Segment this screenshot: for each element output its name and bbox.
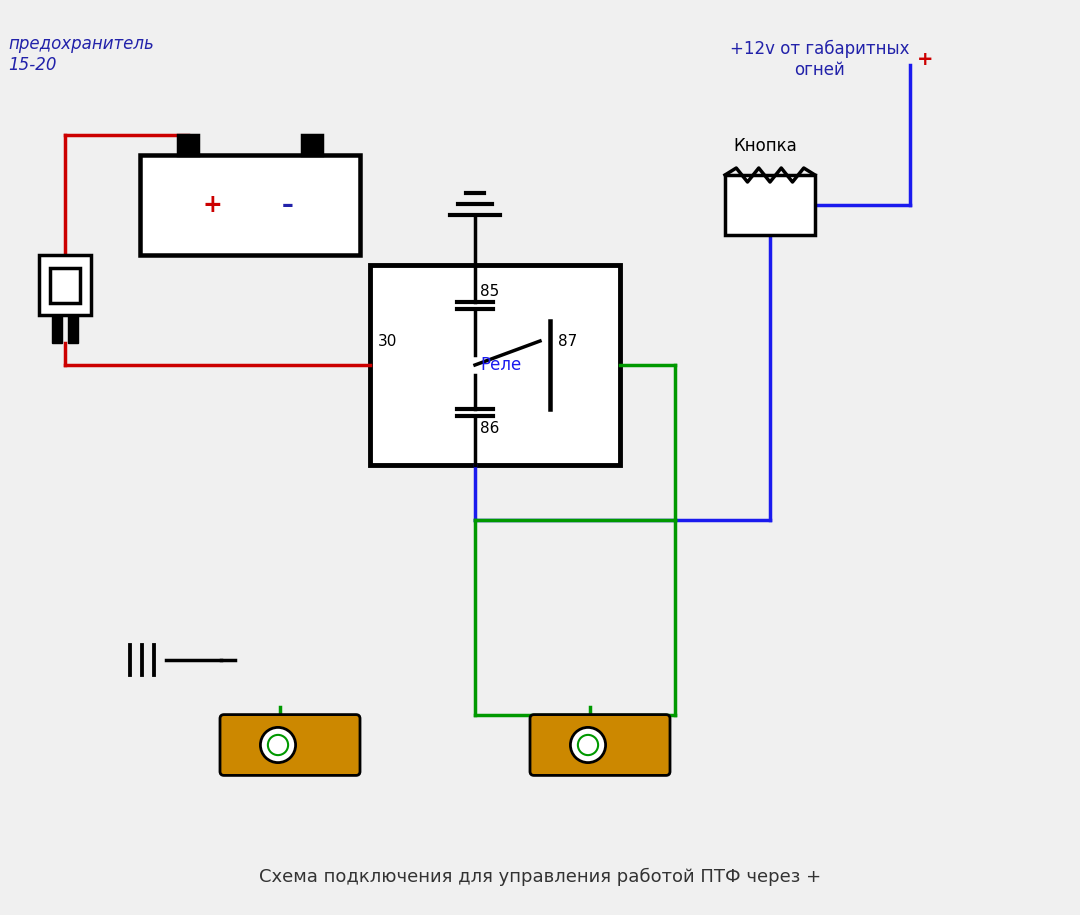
- Text: 87: 87: [558, 333, 577, 349]
- Text: 86: 86: [480, 422, 499, 436]
- Text: Схема подключения для управления работой ПТФ через +: Схема подключения для управления работой…: [259, 867, 821, 886]
- FancyBboxPatch shape: [220, 715, 360, 775]
- Text: +12v от габаритных
огней: +12v от габаритных огней: [730, 40, 909, 79]
- Bar: [50, 267, 80, 303]
- Text: –: –: [282, 193, 294, 217]
- Text: предохранитель
15-20: предохранитель 15-20: [8, 35, 153, 74]
- Text: Кнопка: Кнопка: [733, 137, 797, 155]
- Circle shape: [268, 735, 288, 755]
- Circle shape: [260, 727, 296, 762]
- FancyBboxPatch shape: [530, 715, 670, 775]
- Bar: [178, 135, 198, 155]
- Bar: [52, 315, 62, 343]
- Text: 30: 30: [378, 333, 397, 349]
- Bar: [140, 155, 360, 255]
- Circle shape: [570, 727, 606, 762]
- Bar: [39, 255, 91, 315]
- Circle shape: [578, 735, 598, 755]
- Bar: [302, 135, 322, 155]
- Text: Реле: Реле: [480, 356, 522, 374]
- Bar: [725, 175, 815, 235]
- Text: +: +: [917, 50, 933, 70]
- Bar: [68, 315, 78, 343]
- Text: 85: 85: [480, 284, 499, 298]
- Text: +: +: [202, 193, 221, 217]
- Bar: [370, 265, 620, 465]
